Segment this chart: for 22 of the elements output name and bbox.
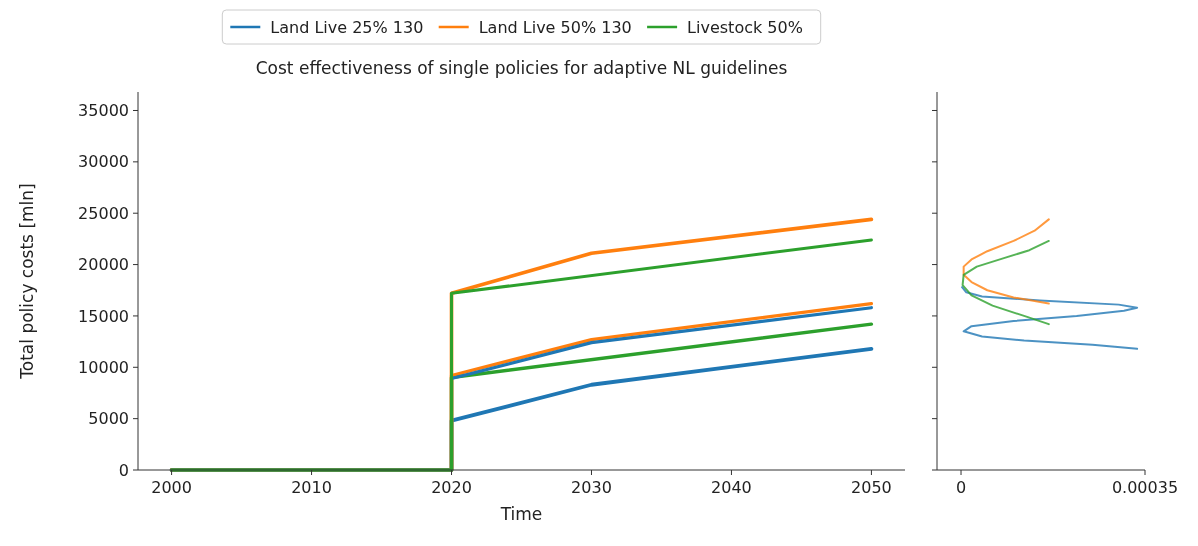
x-tick-label: 0.00035 bbox=[1111, 478, 1179, 497]
x-tick-label: 0 bbox=[955, 478, 967, 497]
y-tick-label: 15000 bbox=[78, 306, 129, 326]
y-tick-label: 5000 bbox=[88, 409, 129, 429]
x-tick-label: 2030 bbox=[571, 478, 612, 497]
legend-label: Land Live 25% 130 bbox=[270, 17, 424, 37]
x-tick-label: 2020 bbox=[431, 478, 472, 497]
y-tick-label: 10000 bbox=[78, 357, 129, 377]
legend-label: Land Live 50% 130 bbox=[478, 17, 632, 37]
chart-title: Cost effectiveness of single policies for adaptive NL guidelines bbox=[255, 58, 788, 78]
x-axis-title: Time bbox=[499, 504, 543, 524]
x-tick-label: 2040 bbox=[711, 478, 752, 497]
x-tick-label: 2010 bbox=[291, 478, 332, 497]
y-tick-label: 35000 bbox=[78, 101, 129, 121]
legend-label: Livestock 50% bbox=[687, 17, 803, 37]
y-axis-title: Total policy costs [mln] bbox=[17, 183, 37, 380]
y-tick-label: 0 bbox=[118, 460, 129, 480]
y-tick-label: 30000 bbox=[78, 152, 129, 172]
x-tick-label: 2000 bbox=[151, 478, 192, 497]
x-tick-label: 2050 bbox=[851, 478, 892, 497]
y-tick-label: 25000 bbox=[78, 203, 129, 223]
y-tick-label: 20000 bbox=[78, 255, 129, 275]
